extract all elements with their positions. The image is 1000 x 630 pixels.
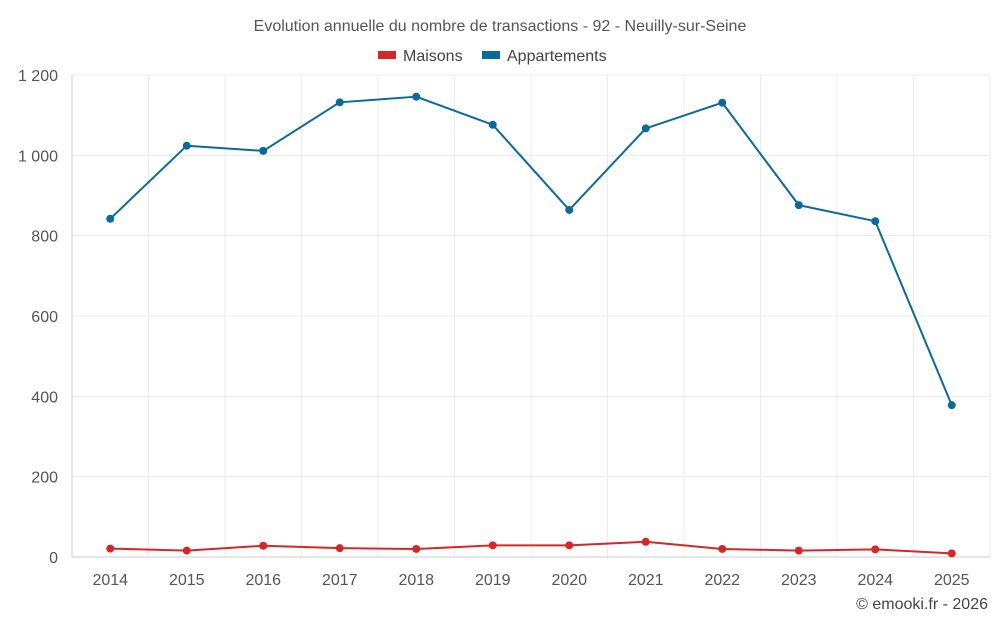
data-point-maisons-2021[interactable] bbox=[641, 537, 650, 546]
x-tick-label: 2016 bbox=[245, 572, 281, 589]
y-tick-label: 800 bbox=[31, 229, 58, 246]
data-point-maisons-2016[interactable] bbox=[259, 541, 268, 550]
data-point-appartements-2020[interactable] bbox=[565, 205, 574, 214]
x-tick-label: 2014 bbox=[92, 572, 128, 589]
series-line-maisons bbox=[110, 540, 952, 555]
x-tick-label: 2015 bbox=[169, 572, 205, 589]
legend-label-maisons[interactable]: Maisons bbox=[403, 48, 463, 65]
y-tick-label: 200 bbox=[31, 470, 58, 487]
data-point-appartements-2024[interactable] bbox=[871, 217, 880, 226]
x-tick-label: 2019 bbox=[475, 572, 511, 589]
grid bbox=[71, 74, 991, 557]
y-tick-label: 400 bbox=[31, 389, 58, 406]
data-point-maisons-2025[interactable] bbox=[947, 549, 956, 558]
data-point-appartements-2018[interactable] bbox=[412, 92, 421, 101]
legend: Maisons Appartements bbox=[378, 48, 607, 65]
x-tick-label: 2021 bbox=[628, 572, 664, 589]
data-point-appartements-2019[interactable] bbox=[488, 120, 497, 129]
data-point-appartements-2015[interactable] bbox=[182, 141, 191, 150]
legend-swatch-maisons[interactable] bbox=[378, 51, 396, 59]
data-point-appartements-2025[interactable] bbox=[947, 401, 956, 410]
x-tick-label: 2017 bbox=[322, 572, 358, 589]
data-point-maisons-2023[interactable] bbox=[794, 546, 803, 555]
data-point-maisons-2022[interactable] bbox=[718, 544, 727, 553]
data-point-maisons-2014[interactable] bbox=[106, 544, 115, 553]
x-tick-label: 2025 bbox=[934, 572, 970, 589]
data-point-maisons-2020[interactable] bbox=[565, 541, 574, 550]
data-point-appartements-2017[interactable] bbox=[335, 98, 344, 107]
x-tick-label: 2023 bbox=[781, 572, 817, 589]
x-tick-label: 2018 bbox=[398, 572, 434, 589]
series-line-appartements bbox=[109, 95, 953, 406]
data-point-maisons-2019[interactable] bbox=[488, 541, 497, 550]
data-point-maisons-2017[interactable] bbox=[335, 544, 344, 553]
credit-text: © emooki.fr - 2026 bbox=[856, 596, 988, 613]
x-axis: 2014 2015 2016 2017 2018 2019 2020 2021 2022 2023… bbox=[72, 556, 990, 589]
y-tick-label: 1 200 bbox=[18, 68, 58, 85]
legend-swatch-appartements[interactable] bbox=[482, 51, 500, 59]
y-tick-label: 1 000 bbox=[18, 148, 58, 165]
data-point-maisons-2015[interactable] bbox=[182, 546, 191, 555]
y-tick-label: 0 bbox=[49, 550, 58, 567]
data-point-appartements-2023[interactable] bbox=[794, 201, 803, 210]
x-tick-label: 2022 bbox=[704, 572, 740, 589]
y-axis: 0 200 400 600 800 1 000 1 200 bbox=[18, 68, 73, 567]
legend-label-appartements[interactable]: Appartements bbox=[507, 48, 607, 65]
y-tick-label: 600 bbox=[31, 309, 58, 326]
data-point-appartements-2014[interactable] bbox=[106, 214, 115, 223]
chart-title: Evolution annuelle du nombre de transact… bbox=[254, 18, 747, 35]
data-point-appartements-2022[interactable] bbox=[718, 98, 727, 107]
series-layer bbox=[106, 92, 956, 558]
data-point-maisons-2018[interactable] bbox=[412, 544, 421, 553]
x-tick-label: 2024 bbox=[857, 572, 893, 589]
data-point-appartements-2021[interactable] bbox=[641, 124, 650, 133]
data-point-maisons-2024[interactable] bbox=[871, 545, 880, 554]
data-point-appartements-2016[interactable] bbox=[259, 146, 268, 155]
x-tick-label: 2020 bbox=[551, 572, 587, 589]
